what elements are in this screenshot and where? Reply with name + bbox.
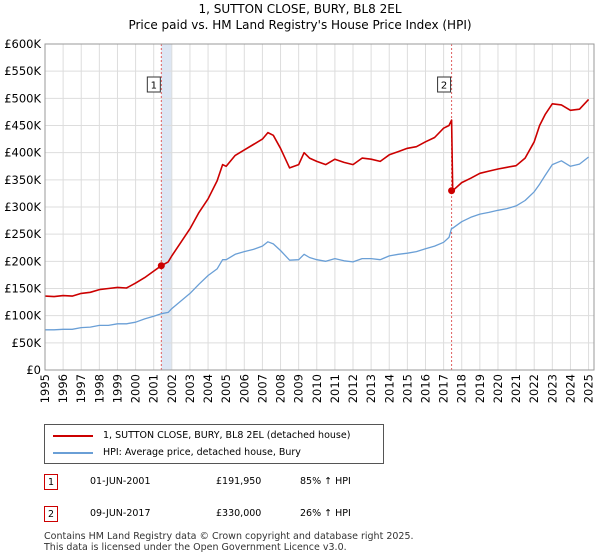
sale-label-box-2 <box>437 76 452 93</box>
sale-date-1: 01-JUN-2001 <box>90 476 151 487</box>
x-tick-label: 2020 <box>491 374 505 403</box>
y-tick-label: £200K <box>4 254 41 268</box>
series-line-property <box>44 98 590 298</box>
x-tick-label: 2001 <box>147 374 161 403</box>
x-tick-label: 2011 <box>328 374 342 403</box>
x-tick-label: 2017 <box>437 374 451 403</box>
chart-title-address: 1, SUTTON CLOSE, BURY, BL8 2EL <box>198 2 402 16</box>
legend-swatch-hpi <box>53 452 93 454</box>
x-tick-label: 1999 <box>110 374 124 403</box>
sale-label-box-1 <box>146 76 161 93</box>
x-tick-label: 2023 <box>545 374 559 403</box>
x-tick-label: 2004 <box>201 374 215 403</box>
sale-point-2 <box>448 187 456 195</box>
y-tick-label: £100K <box>4 309 41 323</box>
sale-hpi-1: 85% ↑ HPI <box>300 476 351 487</box>
sale-badge-2: 2 <box>44 506 58 522</box>
x-tick-label: 2025 <box>582 374 596 403</box>
footer-licence: This data is licensed under the Open Gov… <box>44 542 347 553</box>
y-tick-label: £350K <box>4 173 41 187</box>
x-tick-label: 2024 <box>563 374 577 403</box>
legend-swatch-property <box>53 435 93 437</box>
y-tick-label: £450K <box>4 119 41 133</box>
x-tick-label: 2006 <box>237 374 251 403</box>
x-tick-label: 2018 <box>455 374 469 403</box>
x-tick-label: 2005 <box>219 374 233 403</box>
x-tick-label: 1997 <box>74 374 88 403</box>
x-tick-label: 2007 <box>255 374 269 403</box>
x-tick-label: 2009 <box>292 374 306 403</box>
x-tick-label: 2002 <box>165 374 179 403</box>
x-tick-label: 2013 <box>364 374 378 403</box>
y-tick-label: £400K <box>4 146 41 160</box>
x-tick-label: 2021 <box>509 374 523 403</box>
y-tick-label: £300K <box>4 200 41 214</box>
sale-date-2: 09-JUN-2017 <box>90 508 151 519</box>
x-tick-label: 2008 <box>274 374 288 403</box>
x-tick-label: 2010 <box>310 374 324 403</box>
x-tick-label: 2016 <box>418 374 432 403</box>
y-tick-label: £600K <box>4 37 41 51</box>
x-tick-label: 2012 <box>346 374 360 403</box>
x-tick-label: 2003 <box>183 374 197 403</box>
y-tick-label: £0 <box>26 363 41 377</box>
sale-point-1 <box>157 262 165 270</box>
sale-hpi-2: 26% ↑ HPI <box>300 508 351 519</box>
footer-copyright: Contains HM Land Registry data © Crown c… <box>44 531 414 542</box>
y-tick-label: £250K <box>4 227 41 241</box>
y-tick-label: £550K <box>4 64 41 78</box>
plot-frame <box>44 43 595 371</box>
series-line-hpi <box>45 156 589 331</box>
x-tick-label: 2019 <box>473 374 487 403</box>
x-tick-label: 2014 <box>382 374 396 403</box>
price-chart: £0 £50K £100K £150K £200K £250K £300K £350K £400… <box>4 37 596 403</box>
y-tick-label: £150K <box>4 282 41 296</box>
chart-legend: 1, SUTTON CLOSE, BURY, BL8 2EL (detached… <box>44 424 384 464</box>
x-tick-label: 1998 <box>92 374 106 403</box>
y-tick-label: £500K <box>4 91 41 105</box>
legend-label-hpi: HPI: Average price, detached house, Bury <box>103 447 301 458</box>
chart-title-subtitle: Price paid vs. HM Land Registry's House … <box>128 18 472 32</box>
x-tick-label: 1995 <box>38 374 52 403</box>
sale-badge-1: 1 <box>44 474 58 490</box>
x-tick-label: 2022 <box>527 374 541 403</box>
x-tick-label: 2015 <box>400 374 414 403</box>
y-tick-label: £50K <box>12 336 42 350</box>
x-tick-label: 2000 <box>129 374 143 403</box>
sale-label-2: 2 <box>441 81 447 92</box>
x-tick-label: 1996 <box>56 374 70 403</box>
sale-label-1: 1 <box>151 81 157 92</box>
sale-price-2: £330,000 <box>216 508 262 519</box>
legend-label-property: 1, SUTTON CLOSE, BURY, BL8 2EL (detached… <box>103 430 351 441</box>
sale-price-1: £191,950 <box>216 476 262 487</box>
